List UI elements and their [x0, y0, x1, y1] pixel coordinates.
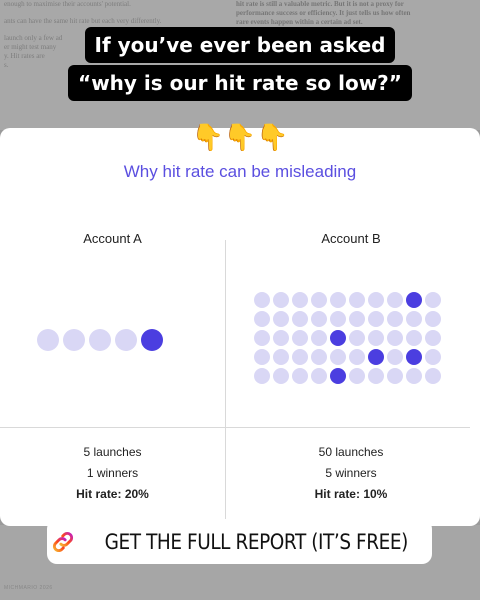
launch-dot [273, 292, 289, 308]
winner-dot [330, 330, 346, 346]
launch-dot [273, 368, 289, 384]
launch-dot [368, 311, 384, 327]
launch-dot [368, 292, 384, 308]
account-a-title: Account A [83, 231, 142, 246]
account-a-launches: 5 launches [83, 445, 142, 459]
account-b-launch-dots [254, 292, 441, 384]
headline-banner: If you’ve ever been asked “why is our hi… [61, 26, 419, 102]
background-text-right: hit rate is still a valuable metric. But… [236, 0, 480, 27]
launch-dot [349, 311, 365, 327]
bg-line: hit rate is still a valuable metric. But… [236, 0, 404, 8]
account-a-winners: 1 winners [86, 466, 139, 480]
infographic-title: Why hit rate can be misleading [123, 162, 357, 181]
pointing-down-emoji-row: 👇👇👇 [191, 122, 289, 152]
launch-dot [368, 368, 384, 384]
launch-dot [292, 311, 308, 327]
launch-dot [330, 292, 346, 308]
account-b-launches: 50 launches [318, 445, 384, 459]
infographic-card [0, 128, 480, 526]
launch-dot [349, 349, 365, 365]
stats-divider [0, 427, 470, 428]
background-text-left: enough to maximise their accounts' poten… [4, 0, 204, 70]
launch-dot [387, 330, 403, 346]
account-b-winners: 5 winners [325, 466, 377, 480]
launch-dot [406, 368, 422, 384]
launch-dot [273, 311, 289, 327]
launch-dot [115, 329, 137, 351]
bg-line: s. [4, 61, 9, 69]
launch-dot [311, 349, 327, 365]
launch-dot [273, 330, 289, 346]
account-b-title: Account B [321, 231, 381, 246]
winner-dot [406, 349, 422, 365]
bg-line: performance success or efficiency. It ju… [236, 9, 411, 17]
winner-dot [141, 329, 163, 351]
launch-dot [254, 311, 270, 327]
launch-dot [425, 330, 441, 346]
link-icon [53, 531, 74, 552]
account-a-hit-rate: Hit rate: 20% [76, 487, 149, 501]
launch-dot [254, 292, 270, 308]
get-report-label[interactable]: GET THE FULL REPORT (IT’S FREE) [104, 529, 409, 554]
launch-dot [349, 330, 365, 346]
launch-dot [254, 349, 270, 365]
launch-dot [311, 292, 327, 308]
launch-dot [292, 368, 308, 384]
bg-line: rare events happen within a certain ad s… [236, 18, 363, 26]
launch-dot [89, 329, 111, 351]
launch-dot [406, 330, 422, 346]
winner-dot [330, 368, 346, 384]
launch-dot [387, 368, 403, 384]
launch-dot [311, 330, 327, 346]
launch-dot [425, 349, 441, 365]
account-a-launch-dots [37, 329, 163, 351]
winner-dot [406, 292, 422, 308]
get-report-button[interactable]: GET THE FULL REPORT (IT’S FREE) [47, 519, 432, 564]
launch-dot [349, 292, 365, 308]
launch-dot [368, 330, 384, 346]
launch-dot [254, 368, 270, 384]
launch-dot [349, 368, 365, 384]
launch-dot [387, 311, 403, 327]
column-divider [225, 240, 226, 525]
bg-line: launch only a few ad [4, 34, 63, 42]
account-b-stats: 50 launches 5 winners Hit rate: 10% [226, 444, 476, 507]
account-a-stats: 5 launches 1 winners Hit rate: 20% [0, 444, 225, 507]
launch-dot [406, 311, 422, 327]
background-footer: MICHMARIO 2026 [4, 585, 53, 591]
winner-dot [368, 349, 384, 365]
launch-dot [425, 311, 441, 327]
launch-dot [311, 311, 327, 327]
launch-dot [311, 368, 327, 384]
launch-dot [292, 292, 308, 308]
launch-dot [273, 349, 289, 365]
launch-dot [37, 329, 59, 351]
bg-line: ants can have the same hit rate but each… [4, 17, 162, 25]
launch-dot [254, 330, 270, 346]
bg-line: er might test many [4, 43, 57, 51]
launch-dot [425, 368, 441, 384]
bg-line: y. Hit rates are [4, 52, 45, 60]
launch-dot [292, 330, 308, 346]
launch-dot [425, 292, 441, 308]
headline-text: If you’ve ever been asked “why is our hi… [68, 27, 412, 101]
bg-line: enough to maximise their accounts' poten… [4, 0, 131, 8]
launch-dot [63, 329, 85, 351]
launch-dot [292, 349, 308, 365]
launch-dot [387, 349, 403, 365]
account-b-hit-rate: Hit rate: 10% [314, 487, 388, 501]
launch-dot [330, 311, 346, 327]
launch-dot [330, 349, 346, 365]
launch-dot [387, 292, 403, 308]
